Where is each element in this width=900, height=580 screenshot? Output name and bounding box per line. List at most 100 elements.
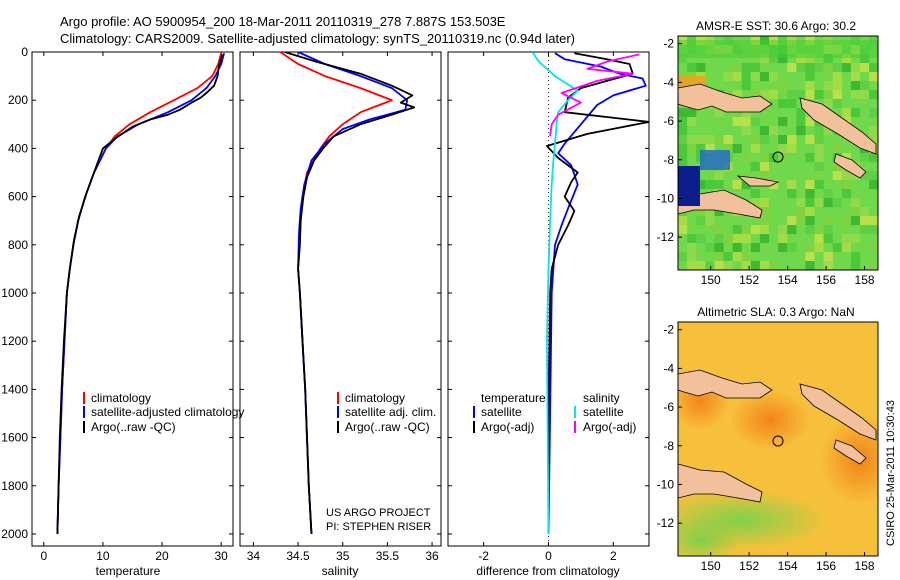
sst-grid-cell — [805, 54, 815, 64]
sst-grid-cell — [832, 81, 842, 91]
sst-grid-cell — [860, 81, 870, 91]
sst-grid-cell — [832, 72, 842, 82]
sst-grid-cell — [678, 117, 688, 127]
sst-grid-cell — [759, 54, 770, 64]
sst-grid-cell — [723, 135, 733, 145]
sst-grid-cell — [732, 234, 742, 244]
difference-panel: -2 0 2 difference from climatology tempera… — [447, 51, 650, 578]
sst-map-lat-label: -10 — [657, 191, 675, 205]
sst-grid-cell — [860, 63, 870, 73]
sla-map-frame — [677, 321, 879, 557]
sst-grid-cell — [805, 117, 815, 127]
salinity-xtick-label: 36 — [425, 549, 439, 563]
salinity-xlabel: salinity — [322, 564, 359, 578]
sst-grid-cell — [832, 198, 842, 208]
sst-grid-cell — [841, 171, 851, 181]
sst-grid-cell — [850, 198, 861, 208]
sst-grid-cell — [796, 198, 806, 208]
sst-grid-cell — [687, 234, 697, 244]
sla-map-image — [678, 322, 878, 556]
sst-grid-cell — [869, 108, 878, 118]
sst-grid-cell — [705, 180, 715, 190]
salinity-xtick-label: 34.5 — [286, 549, 310, 563]
difference-series-temperature-satellite — [547, 52, 647, 535]
sst-grid-cell — [759, 198, 770, 208]
sst-grid-cell — [814, 225, 824, 235]
sst-grid-cell — [796, 207, 806, 217]
sst-grid-cell — [750, 90, 760, 100]
sst-grid-cell — [841, 189, 851, 199]
salinity-panel: 34 34.5 35 35.5 36 salinity climatology sate… — [239, 51, 442, 578]
diff-legend-sal-argo: Argo(-adj) — [583, 420, 636, 434]
sst-grid-cell — [750, 261, 760, 270]
depth-tick-label: 200 — [8, 93, 28, 107]
sst-grid-cell — [850, 72, 861, 82]
sla-high-center — [730, 390, 810, 450]
sst-grid-cell — [869, 225, 878, 235]
sla-low-south — [678, 490, 830, 550]
sst-grid-cell — [805, 153, 815, 163]
sla-map-lat-label: -2 — [663, 323, 674, 337]
sst-grid-cell — [823, 189, 833, 199]
salinity-xtick-label: 34 — [247, 549, 261, 563]
sst-grid-cell — [714, 207, 724, 217]
sst-grid-cell — [778, 54, 788, 64]
sst-grid-cell — [823, 90, 833, 100]
sst-grid-cell — [814, 126, 824, 136]
sst-land-bougainville — [799, 97, 877, 155]
sst-grid-cell — [869, 90, 878, 100]
diff-legend-temp-argo: Argo(-adj) — [481, 420, 534, 434]
sst-grid-cell — [860, 216, 870, 226]
sst-grid-cell — [787, 63, 797, 73]
difference-xlabel: difference from climatology — [476, 564, 619, 578]
sst-grid-cell — [732, 63, 742, 73]
sst-grid-cell — [823, 252, 833, 262]
header-line-1: Argo profile: AO 5900954_200 18-Mar-2011… — [60, 14, 506, 29]
sst-grid-cell — [787, 180, 797, 190]
sst-grid-cell — [823, 234, 833, 244]
sst-grid-cell — [832, 243, 842, 253]
salinity-series-satellite-adj-clim — [297, 52, 408, 535]
sst-grid-cell — [778, 234, 788, 244]
temperature-xtick-label: 10 — [96, 549, 110, 563]
sla-map-lon-label: 150 — [701, 559, 721, 573]
sst-map-lat-label: -4 — [663, 75, 674, 89]
sst-grid-cell — [869, 63, 878, 73]
sst-grid-cell — [787, 99, 797, 109]
sst-grid-cell — [705, 216, 715, 226]
sla-high-east — [820, 415, 878, 505]
sst-grid-cell — [778, 144, 788, 154]
sst-grid-cell — [687, 117, 697, 127]
sst-grid-cell — [750, 117, 760, 127]
sst-grid-cell — [814, 135, 824, 145]
sst-grid-cell — [750, 162, 760, 172]
sst-grid-cell — [696, 180, 706, 190]
sst-grid-cell — [741, 261, 751, 270]
sst-grid-cell — [814, 63, 824, 73]
sst-grid-cell — [805, 90, 815, 100]
depth-tick-label: 2000 — [1, 527, 28, 541]
sst-grid-cell — [759, 72, 770, 82]
sst-grid-cell — [759, 234, 770, 244]
sst-grid-cell — [869, 126, 878, 136]
difference-xtick-label: 0 — [545, 549, 552, 563]
sla-land-new-britain — [678, 369, 773, 399]
sst-grid-cell — [841, 243, 851, 253]
sst-float-marker — [772, 151, 784, 163]
sst-grid-cell — [759, 126, 770, 136]
sst-cold-patch — [678, 166, 700, 206]
sst-grid-cell — [850, 108, 861, 118]
temperature-series-satellite-adjusted-climatology — [56, 52, 225, 535]
sla-float-marker — [772, 435, 784, 447]
sst-grid-cell — [805, 207, 815, 217]
sal-legend-satellite: satellite adj. clim. — [345, 405, 436, 419]
sst-grid-cell — [832, 63, 842, 73]
depth-tick-label: 800 — [8, 238, 28, 252]
sst-grid-cell — [723, 234, 733, 244]
sst-grid-cell — [814, 243, 824, 253]
legend-argo: Argo(..raw -QC) — [91, 420, 176, 434]
sst-grid-cell — [805, 72, 815, 82]
sst-grid-cell — [759, 225, 770, 235]
sst-grid-cell — [732, 243, 742, 253]
